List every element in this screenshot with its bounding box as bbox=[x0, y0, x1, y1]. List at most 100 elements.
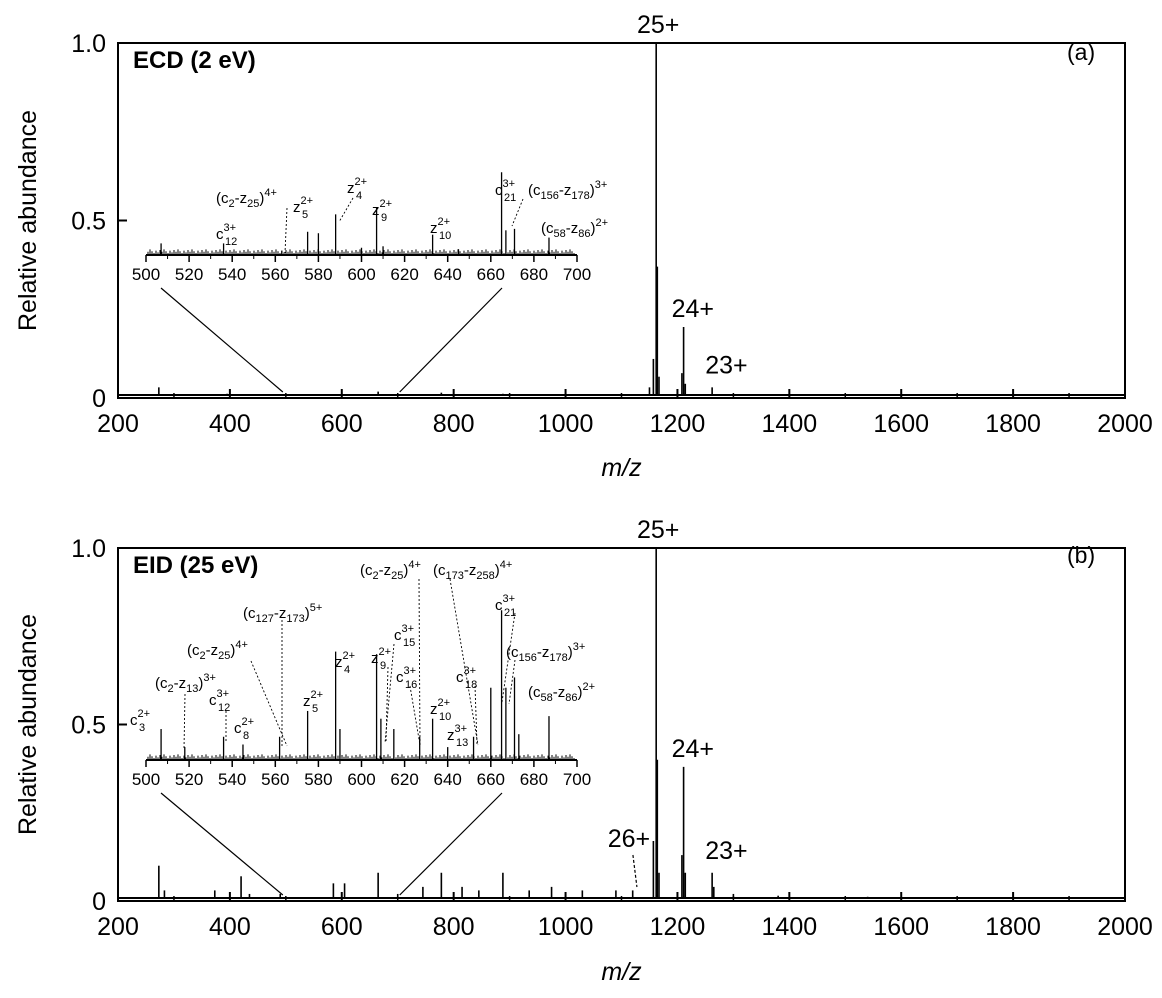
x-tick-label: 1800 bbox=[985, 913, 1041, 941]
x-tick-label: 200 bbox=[97, 410, 139, 438]
inset-fragment-label: z2+ 5 bbox=[303, 689, 323, 715]
fragment-label-mid: -z bbox=[274, 605, 287, 622]
panel-letter: (a) bbox=[1067, 39, 1095, 65]
zoom-connector-right bbox=[399, 287, 503, 393]
fragment-label-sub: 156 bbox=[541, 190, 559, 202]
inset-fragment-label: (c2-z25)4+ bbox=[360, 559, 421, 582]
fragment-label-sup: 3+ bbox=[503, 178, 516, 190]
inset-label-leader bbox=[511, 198, 524, 227]
fragment-label-sup: 2+ bbox=[355, 176, 368, 188]
fragment-label-sup: 3+ bbox=[573, 641, 586, 653]
inset-fragment-label: z2+ 10 bbox=[430, 697, 451, 723]
fragment-label-base: (c bbox=[506, 644, 519, 661]
fragment-label-base: z bbox=[430, 701, 438, 718]
fragment-label-end: ) bbox=[495, 562, 500, 579]
fragment-label-sub2: 25 bbox=[247, 198, 259, 210]
peak-label: 25+ bbox=[637, 11, 679, 39]
fragment-label-sup: 5+ bbox=[310, 602, 323, 614]
inset-label-leader bbox=[183, 693, 186, 750]
inset-label-leader bbox=[284, 207, 288, 254]
zoom-connector-left bbox=[160, 792, 284, 896]
y-tick-label: 0.5 bbox=[71, 712, 106, 740]
inset-fragment-label: c3+ 16 bbox=[396, 665, 417, 691]
inset-x-tick-label: 520 bbox=[175, 265, 203, 284]
inset-fragment-label: z2+ 10 bbox=[430, 216, 451, 242]
fragment-label-base: (c bbox=[155, 675, 168, 692]
fragment-label-mid: -z bbox=[566, 220, 579, 237]
fragment-label-sup: 2+ bbox=[583, 681, 596, 693]
fragment-label-sub: 2 bbox=[373, 570, 379, 582]
fragment-label-sub: 4 bbox=[344, 664, 350, 676]
inset-fragment-label: c2+ 8 bbox=[234, 716, 254, 742]
fragment-label-mid: -z bbox=[379, 562, 392, 579]
fragment-label-base: c bbox=[234, 720, 242, 737]
fragment-label-sub2: 25 bbox=[391, 570, 403, 582]
x-tick-label: 1600 bbox=[873, 410, 929, 438]
inset-x-tick-label: 700 bbox=[563, 770, 591, 789]
fragment-label-sub2: 173 bbox=[286, 613, 304, 625]
fragment-label-end: ) bbox=[591, 220, 596, 237]
x-axis-label: m/z bbox=[601, 454, 642, 482]
x-axis-label: m/z bbox=[601, 958, 642, 986]
inset-x-tick-label: 660 bbox=[477, 770, 505, 789]
inset-fragment-label: (c58-z86)2+ bbox=[528, 681, 595, 704]
inset-x-tick-label: 600 bbox=[347, 265, 375, 284]
fragment-label-base: (c bbox=[360, 562, 373, 579]
fragment-label-end: ) bbox=[403, 562, 408, 579]
inset-x-tick-label: 640 bbox=[434, 770, 462, 789]
fragment-label-end: ) bbox=[230, 642, 235, 659]
fragment-label-base: c bbox=[216, 226, 224, 243]
inset-fragment-label: z2+ 4 bbox=[347, 176, 367, 202]
fragment-label-sub: 10 bbox=[439, 711, 451, 723]
panel-b: 200 400 600 800 1000 1200 1400 1600 1800 2000 0 0.5… bbox=[14, 516, 1153, 986]
fragment-label-sup: 3+ bbox=[595, 179, 608, 191]
fragment-label-end: ) bbox=[198, 675, 203, 692]
peak-label: 23+ bbox=[705, 351, 747, 379]
fragment-label-mid: -z bbox=[206, 642, 219, 659]
inset-label-leader bbox=[449, 578, 479, 746]
fragment-label-sup: 2+ bbox=[380, 198, 393, 210]
x-tick-label: 1000 bbox=[538, 913, 594, 941]
inset-fragment-label: c3+ 12 bbox=[209, 688, 230, 714]
inset-label-leader bbox=[338, 197, 354, 223]
fragment-label-base: c bbox=[209, 692, 217, 709]
x-tick-label: 600 bbox=[321, 913, 363, 941]
fragment-label-sup: 3+ bbox=[464, 665, 477, 677]
fragment-label-sub2: 86 bbox=[565, 692, 577, 704]
inset-x-tick-label: 620 bbox=[390, 265, 418, 284]
inset-x-tick-label: 500 bbox=[132, 265, 160, 284]
x-tick-label: 200 bbox=[97, 913, 139, 941]
inset-fragment-label: (c2-z25)4+ bbox=[216, 187, 277, 210]
fragment-label-sup: 2+ bbox=[301, 195, 314, 207]
x-tick-label: 1600 bbox=[873, 913, 929, 941]
y-tick-label: 1.0 bbox=[71, 535, 106, 563]
inset-x-tick-label: 500 bbox=[132, 770, 160, 789]
fragment-label-base: z bbox=[372, 202, 380, 219]
fragment-label-sub2: 25 bbox=[218, 650, 230, 662]
fragment-label-sub2: 13 bbox=[186, 683, 198, 695]
inset-fragment-label: c3+ 15 bbox=[394, 623, 415, 649]
fragment-label-sub2: 86 bbox=[578, 228, 590, 240]
fragment-label-sup: 4+ bbox=[408, 559, 421, 571]
fragment-label-end: ) bbox=[568, 644, 573, 661]
fragment-label-sup: 3+ bbox=[402, 623, 415, 635]
fragment-label-sub: 9 bbox=[381, 212, 387, 224]
inset-fragment-label: (c58-z86)2+ bbox=[541, 217, 608, 240]
x-tick-label: 400 bbox=[209, 913, 251, 941]
y-tick-label: 0.5 bbox=[71, 208, 106, 236]
fragment-label-sup: 2+ bbox=[242, 716, 255, 728]
fragment-label-sub: 58 bbox=[541, 692, 553, 704]
fragment-label-base: z bbox=[371, 650, 379, 667]
fragment-label-sub: 2 bbox=[229, 198, 235, 210]
y-tick-label: 0 bbox=[92, 888, 106, 916]
x-tick-label: 600 bbox=[321, 410, 363, 438]
inset-x-tick-label: 620 bbox=[390, 770, 418, 789]
fragment-label-mid: -z bbox=[559, 182, 572, 199]
peak-label: 24+ bbox=[672, 295, 714, 323]
panel-title: ECD (2 eV) bbox=[133, 47, 256, 74]
inset-x-tick-label: 580 bbox=[304, 770, 332, 789]
inset-fragment-label: (c156-z178)3+ bbox=[506, 641, 585, 664]
fragment-label-sub: 21 bbox=[504, 607, 516, 619]
fragment-label-sup: 2+ bbox=[438, 697, 451, 709]
